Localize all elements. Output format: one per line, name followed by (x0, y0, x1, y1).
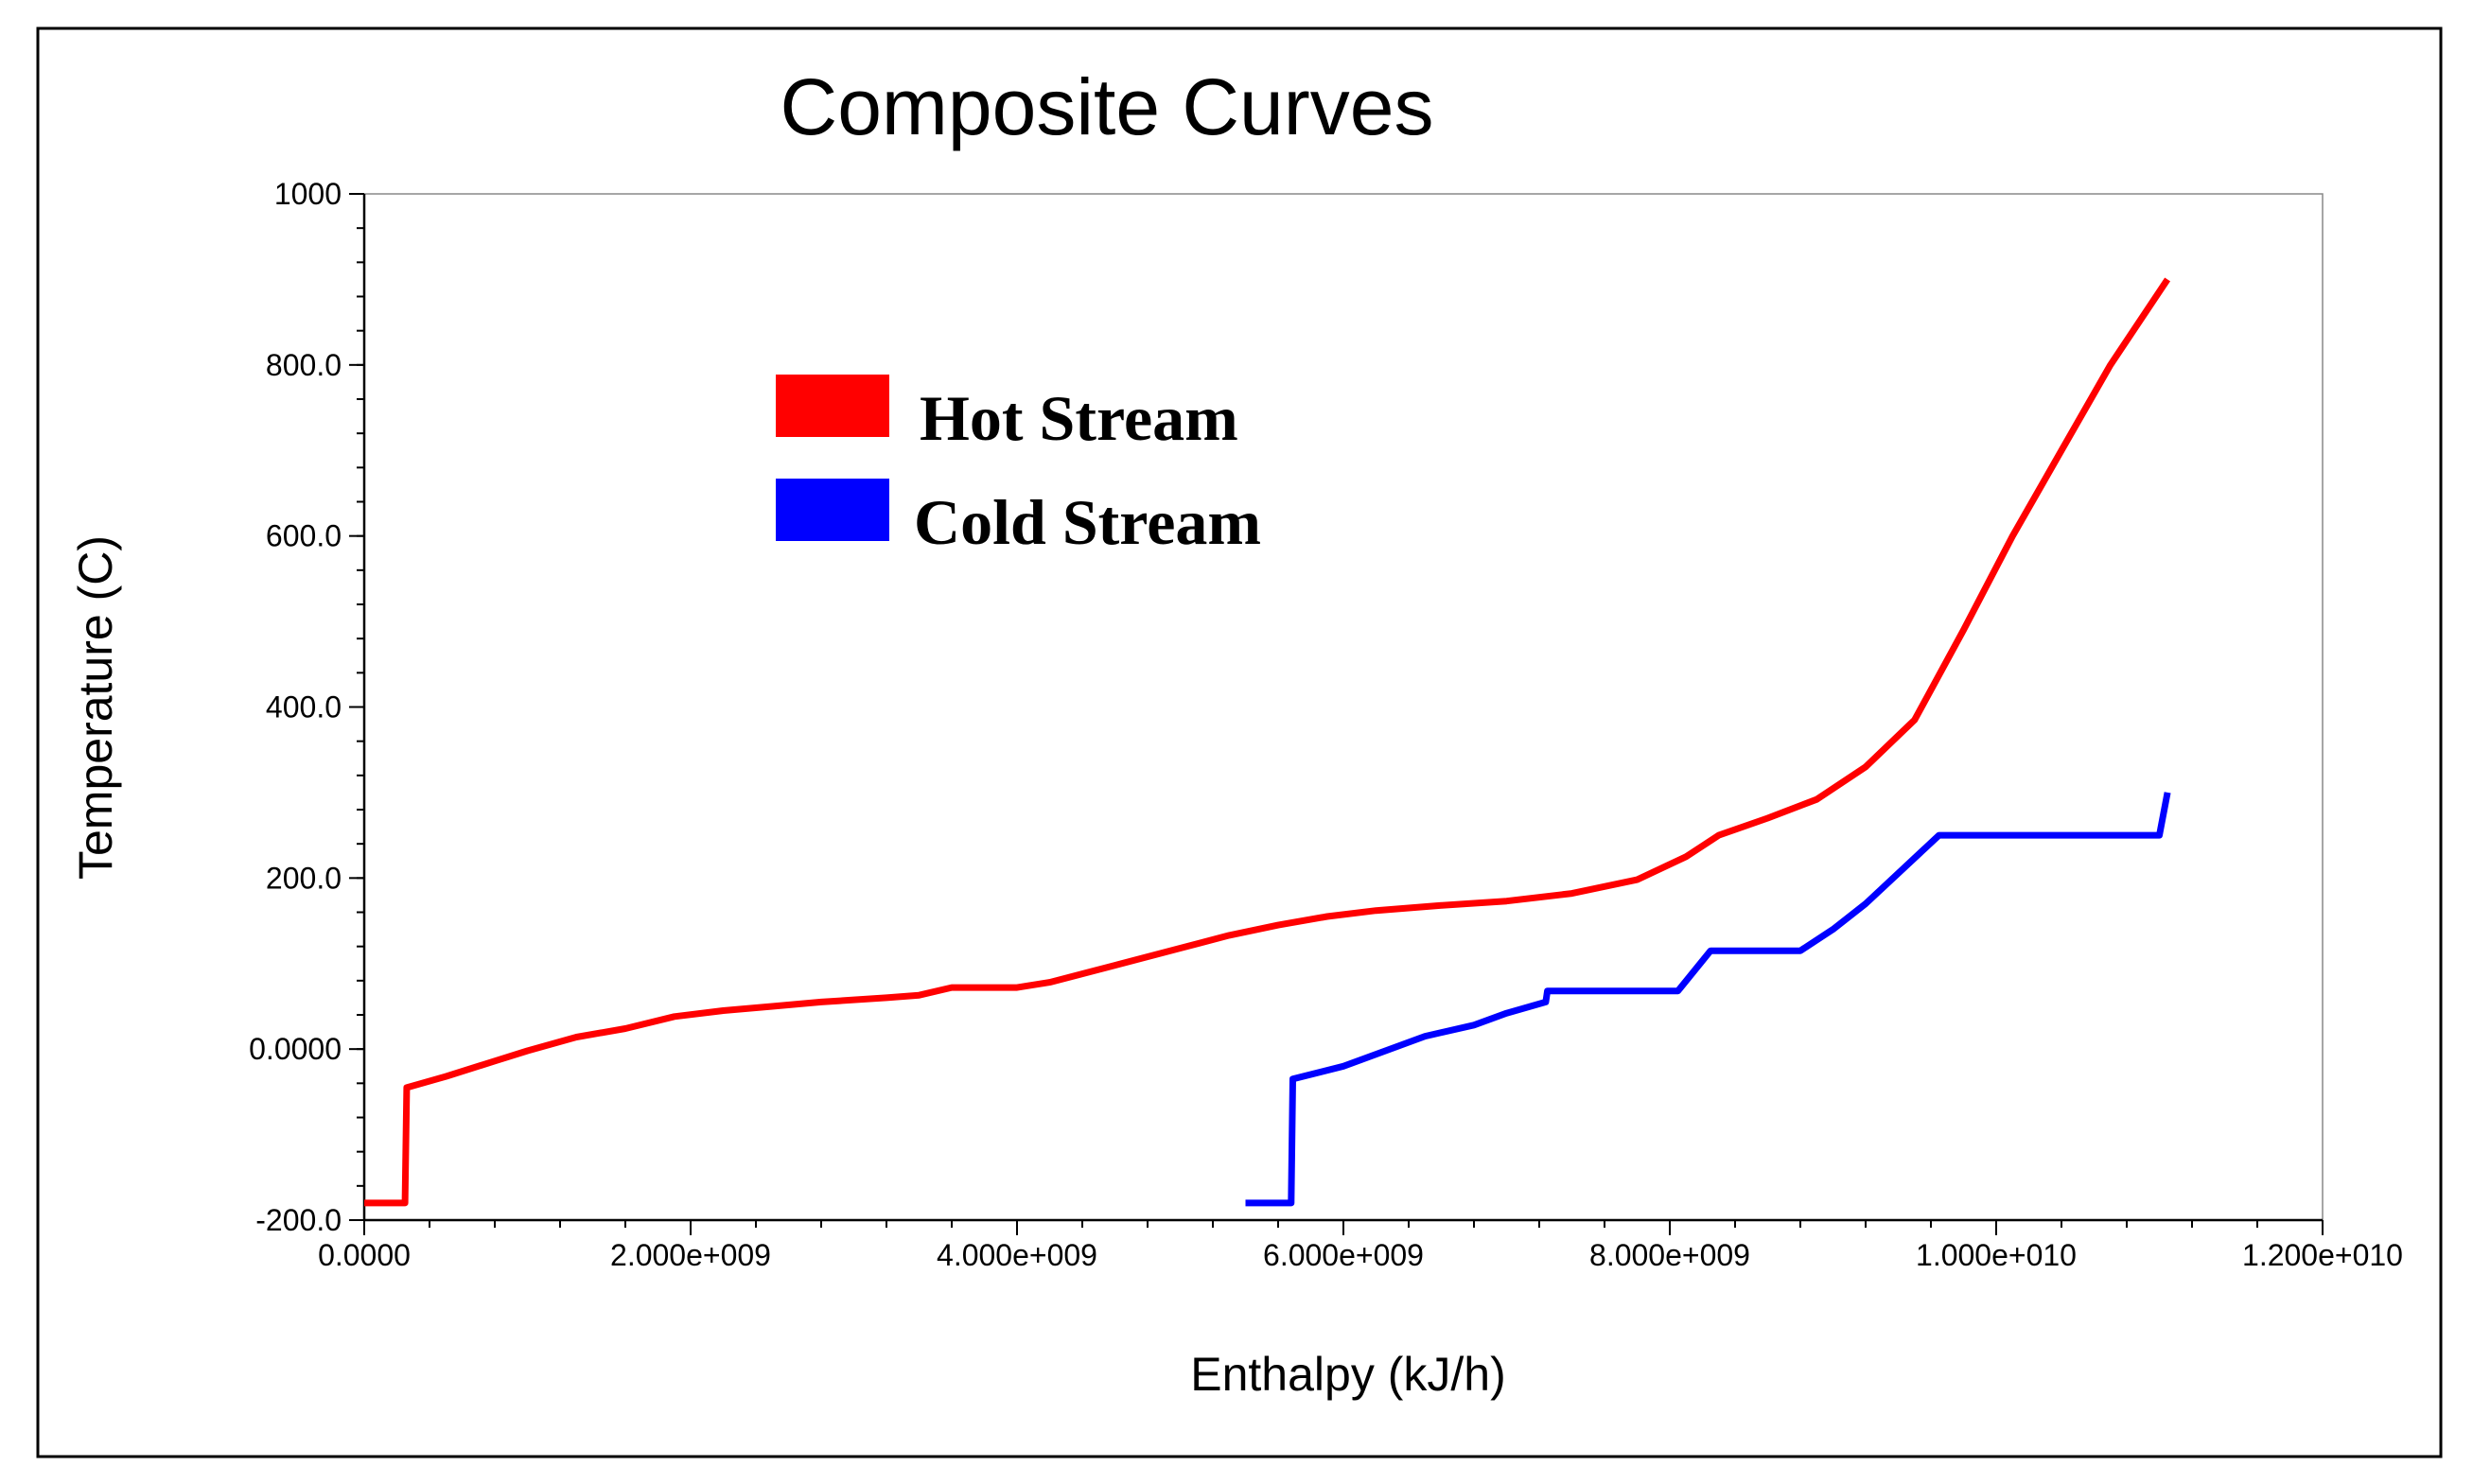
series-line-cold-stream (1245, 792, 2171, 1207)
x-axis-ticks (363, 1220, 2324, 1235)
series-line-hot-stream (364, 277, 2171, 1207)
x-axis-label: Enthalpy (kJ/h) (1190, 1348, 1505, 1401)
x-tick-label: 4.000e+009 (937, 1238, 1097, 1272)
x-tick-label: 8.000e+009 (1589, 1238, 1750, 1272)
y-tick-label: 0.0000 (249, 1032, 342, 1066)
y-tick-label: 400.0 (266, 690, 342, 725)
x-tick-label: 1.200e+010 (2242, 1238, 2403, 1272)
y-axis-ticks (349, 193, 364, 1221)
x-tick-label: 0.0000 (318, 1238, 411, 1272)
y-tick-label: -200.0 (255, 1203, 342, 1237)
y-tick-label: 1000 (274, 177, 342, 211)
y-axis-tick-labels: -200.0 0.0000 200.0 400.0 600.0 800.0 1000 (249, 177, 342, 1237)
x-tick-label: 1.000e+010 (1916, 1238, 2077, 1272)
x-tick-label: 6.000e+009 (1263, 1238, 1424, 1272)
legend-label-hot-stream: Hot Stream (920, 382, 1238, 454)
figure-frame (36, 26, 2443, 1458)
legend-swatch-hot-stream (776, 375, 889, 437)
legend-label-cold-stream: Cold Stream (914, 486, 1261, 558)
y-tick-label: 600.0 (266, 519, 342, 553)
chart-title: Composite Curves (780, 62, 1434, 151)
y-axis-label: Temperature (C) (69, 535, 122, 880)
y-tick-label: 200.0 (266, 861, 342, 895)
x-axis-tick-labels: 0.0000 2.000e+009 4.000e+009 6.000e+009 8.00… (318, 1238, 2403, 1272)
x-tick-label: 2.000e+009 (610, 1238, 771, 1272)
legend: Hot Stream Cold Stream (776, 375, 1261, 558)
y-tick-label: 800.0 (266, 348, 342, 382)
legend-swatch-cold-stream (776, 479, 889, 541)
series-layer (364, 277, 2171, 1207)
